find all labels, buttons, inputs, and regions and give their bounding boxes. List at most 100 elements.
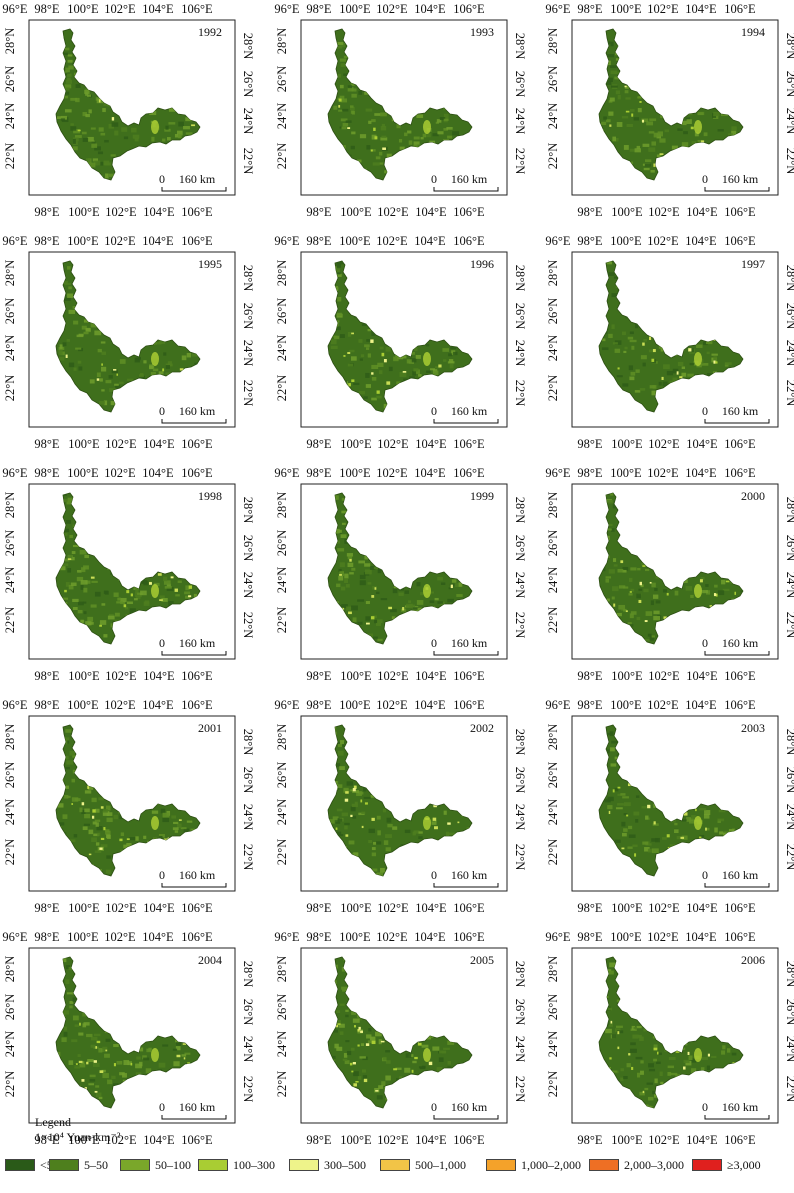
lon-tick-top: 104°E <box>414 698 446 712</box>
lon-tick-top: 100°E <box>67 234 99 248</box>
lon-tick-top: 96°E <box>2 2 27 16</box>
lat-tick-right: 26°N <box>241 71 255 98</box>
scale-bar: 0 160 km <box>431 1100 499 1120</box>
lat-tick-left: 22°N <box>275 1071 289 1098</box>
lon-tick-top: 102°E <box>647 234 679 248</box>
lon-tick-bottom: 106°E <box>453 205 485 219</box>
lon-tick-top: 98°E <box>34 466 59 480</box>
lat-tick-left: 28°N <box>3 492 17 519</box>
lon-tick-bottom: 102°E <box>105 437 137 451</box>
lat-tick-right: 24°N <box>784 340 794 367</box>
lon-tick-top: 102°E <box>104 930 136 944</box>
lon-tick-top: 104°E <box>685 2 717 16</box>
lon-tick-bottom: 100°E <box>611 901 643 915</box>
lon-tick-top: 104°E <box>142 466 174 480</box>
lon-tick-top: 106°E <box>453 930 485 944</box>
year-label: 1996 <box>470 257 494 271</box>
lon-tick-bottom: 98°E <box>577 669 602 683</box>
scale-label: 160 km <box>179 404 216 418</box>
legend-swatch <box>289 1159 319 1171</box>
lon-tick-top: 100°E <box>610 698 642 712</box>
scale-zero: 0 <box>431 1100 437 1114</box>
lon-tick-top: 98°E <box>34 698 59 712</box>
lon-tick-top: 106°E <box>724 234 756 248</box>
lat-tick-right: 26°N <box>784 71 794 98</box>
lat-tick-left: 28°N <box>3 724 17 751</box>
lon-tick-bottom: 102°E <box>377 1133 409 1147</box>
lon-tick-bottom: 102°E <box>105 1133 137 1147</box>
lat-tick-right: 28°N <box>513 265 527 292</box>
lon-tick-top: 104°E <box>685 698 717 712</box>
lon-tick-bottom: 100°E <box>68 1133 100 1147</box>
lat-tick-left: 28°N <box>546 492 560 519</box>
lon-tick-bottom: 106°E <box>453 437 485 451</box>
lon-tick-top: 96°E <box>545 698 570 712</box>
map-panel-1993: 96°E 98°E 100°E 102°E 104°E 106°E 98°E 100°E 102… <box>272 0 536 232</box>
lat-tick-right: 26°N <box>241 303 255 330</box>
scale-zero: 0 <box>159 868 165 882</box>
lon-tick-bottom: 100°E <box>340 1133 372 1147</box>
scale-zero: 0 <box>431 636 437 650</box>
lon-tick-top: 96°E <box>274 930 299 944</box>
scale-zero: 0 <box>431 868 437 882</box>
lat-tick-left: 28°N <box>3 956 17 983</box>
lon-tick-bottom: 104°E <box>686 669 718 683</box>
lon-tick-top: 102°E <box>376 930 408 944</box>
lat-tick-right: 22°N <box>513 380 527 407</box>
lon-tick-bottom: 104°E <box>686 205 718 219</box>
lat-tick-left: 26°N <box>546 530 560 557</box>
lat-tick-left: 22°N <box>275 143 289 170</box>
lon-tick-top: 100°E <box>339 930 371 944</box>
lat-tick-left: 22°N <box>3 143 17 170</box>
lon-tick-bottom: 102°E <box>648 437 680 451</box>
lat-tick-right: 22°N <box>513 844 527 871</box>
lon-tick-top: 96°E <box>274 698 299 712</box>
lat-tick-right: 24°N <box>513 804 527 831</box>
scale-bar: 0 160 km <box>159 868 227 888</box>
lon-tick-top: 98°E <box>577 930 602 944</box>
lon-tick-top: 106°E <box>181 466 213 480</box>
lon-tick-top: 100°E <box>610 930 642 944</box>
lat-tick-right: 22°N <box>784 612 794 639</box>
lat-tick-left: 24°N <box>3 335 17 362</box>
lat-tick-right: 24°N <box>784 804 794 831</box>
lon-tick-bottom: 106°E <box>724 1133 756 1147</box>
lon-tick-top: 104°E <box>414 234 446 248</box>
lon-tick-bottom: 104°E <box>143 205 175 219</box>
lon-tick-top: 102°E <box>104 466 136 480</box>
lat-tick-left: 28°N <box>546 724 560 751</box>
map-figure: 96°E 98°E 100°E 102°E 104°E 106°E 98°E 100°E 102… <box>2 234 255 451</box>
lat-tick-left: 28°N <box>275 492 289 519</box>
legend-title: Legend <box>35 1115 71 1129</box>
lon-tick-top: 102°E <box>376 2 408 16</box>
legend-label: 500–1,000 <box>415 1157 466 1172</box>
lon-tick-top: 104°E <box>685 930 717 944</box>
scale-bar: 0 160 km <box>159 172 227 192</box>
lon-tick-top: 102°E <box>376 466 408 480</box>
lat-tick-left: 24°N <box>3 567 17 594</box>
lat-tick-right: 26°N <box>241 535 255 562</box>
lon-tick-bottom: 104°E <box>415 205 447 219</box>
lat-tick-right: 22°N <box>784 148 794 175</box>
lon-tick-top: 96°E <box>2 930 27 944</box>
lon-tick-bottom: 106°E <box>181 205 213 219</box>
lon-tick-bottom: 102°E <box>105 669 137 683</box>
lat-tick-right: 26°N <box>241 999 255 1026</box>
lat-tick-left: 24°N <box>546 335 560 362</box>
year-label: 1992 <box>198 25 222 39</box>
lat-tick-right: 22°N <box>241 844 255 871</box>
legend-item: 500–1,000 <box>380 1157 466 1173</box>
map-panel-1992: 96°E 98°E 100°E 102°E 104°E 106°E 98°E 100°E 102… <box>0 0 264 232</box>
lon-tick-bottom: 106°E <box>724 901 756 915</box>
lon-tick-top: 102°E <box>647 466 679 480</box>
lat-tick-left: 22°N <box>3 607 17 634</box>
lat-tick-right: 28°N <box>241 729 255 756</box>
scale-bar: 0 160 km <box>159 636 227 656</box>
legend-swatch <box>198 1159 228 1171</box>
scale-zero: 0 <box>159 172 165 186</box>
lon-tick-top: 98°E <box>34 234 59 248</box>
legend-label: 300–500 <box>324 1157 366 1172</box>
lon-tick-top: 100°E <box>67 930 99 944</box>
lon-tick-top: 96°E <box>274 2 299 16</box>
lon-tick-bottom: 100°E <box>611 1133 643 1147</box>
